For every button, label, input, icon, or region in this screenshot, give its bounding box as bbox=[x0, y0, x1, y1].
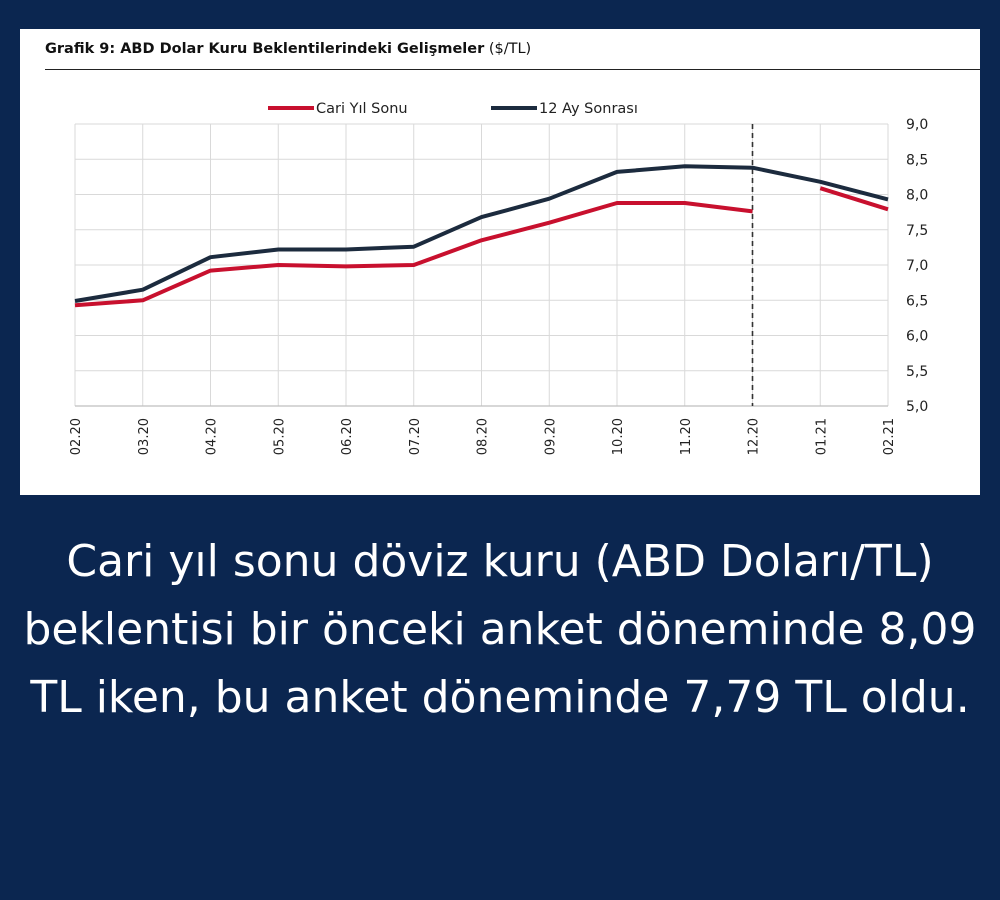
x-tick-label: 08.20 bbox=[476, 418, 491, 455]
x-tick-label: 11.20 bbox=[679, 418, 694, 455]
x-tick-label: 10.20 bbox=[611, 418, 626, 455]
chart-title-main: Grafik 9: ABD Dolar Kuru Beklentilerinde… bbox=[45, 41, 485, 57]
caption-text: Cari yıl sonu döviz kuru (ABD Doları/TL)… bbox=[23, 536, 977, 723]
x-tick-label: 04.20 bbox=[205, 418, 220, 455]
y-tick-label: 7,0 bbox=[906, 258, 928, 274]
x-tick-label: 05.20 bbox=[272, 418, 287, 455]
series-line-cari-yil-sonu bbox=[819, 186, 889, 212]
x-tick-label: 06.20 bbox=[340, 418, 355, 455]
line-chart: 5,0 5,5 6,0 6,5 7,0 7,5 8,0 8,5 9,0 02.20 03.20 04.… bbox=[69, 101, 928, 455]
x-tick-label: 02.20 bbox=[69, 418, 84, 455]
x-tick-label: 03.20 bbox=[137, 418, 152, 455]
y-tick-label: 7,5 bbox=[906, 223, 928, 239]
x-tick-label: 02.21 bbox=[882, 418, 897, 455]
chart-title-unit: ($/TL) bbox=[488, 41, 532, 57]
legend-label: Cari Yıl Sonu bbox=[316, 101, 408, 117]
title-divider bbox=[45, 69, 980, 70]
x-tick-label: 09.20 bbox=[543, 418, 558, 455]
y-tick-label: 9,0 bbox=[906, 117, 928, 133]
legend-label: 12 Ay Sonrası bbox=[539, 101, 638, 117]
y-tick-label: 6,5 bbox=[906, 293, 928, 309]
y-tick-label: 6,0 bbox=[906, 329, 928, 345]
x-tick-label: 07.20 bbox=[408, 418, 423, 455]
chart-title: Grafik 9: ABD Dolar Kuru Beklentilerinde… bbox=[45, 41, 531, 57]
series-line-12-ay-sonrasi bbox=[74, 164, 889, 303]
x-tick-label: 12.20 bbox=[747, 418, 762, 455]
series-line-cari-yil-sonu bbox=[74, 201, 753, 308]
y-tick-label: 5,5 bbox=[906, 364, 928, 380]
y-tick-label: 8,5 bbox=[906, 152, 928, 168]
y-tick-label: 5,0 bbox=[906, 399, 928, 415]
chart-panel: Grafik 9: ABD Dolar Kuru Beklentilerinde… bbox=[20, 29, 980, 495]
x-tick-label: 01.21 bbox=[814, 418, 829, 455]
y-tick-label: 8,0 bbox=[906, 188, 928, 204]
